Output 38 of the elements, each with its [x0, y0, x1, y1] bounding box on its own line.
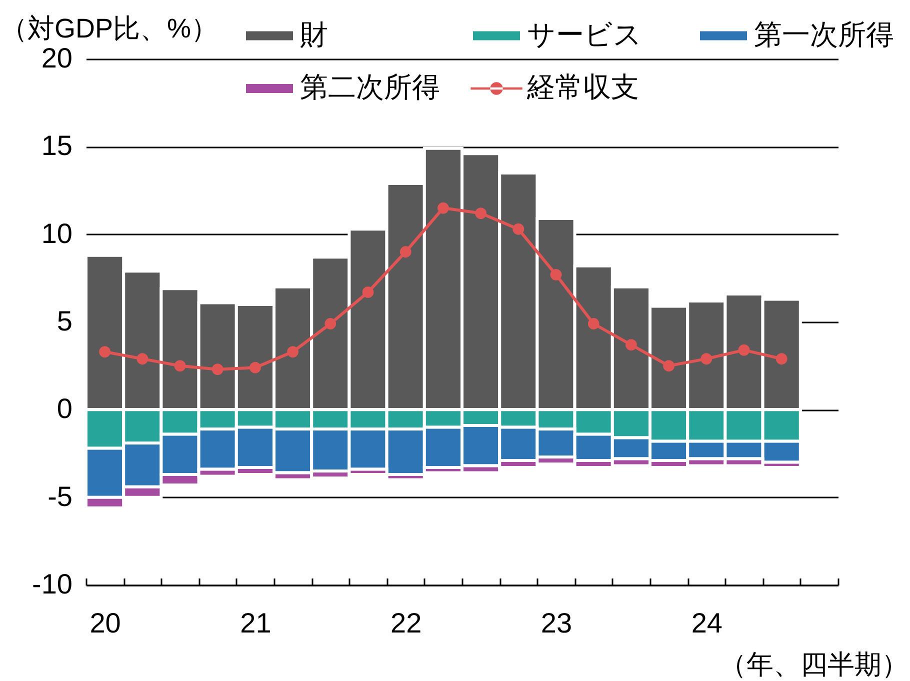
y-axis-title: （対GDP比、%）: [0, 14, 218, 44]
legend-label: 第一次所得: [754, 18, 894, 50]
point: [663, 360, 674, 372]
point: [99, 346, 110, 358]
point: [700, 353, 712, 365]
y-tick-label: 20: [41, 42, 72, 74]
point: [738, 344, 750, 356]
y-tick-label: 0: [56, 393, 72, 424]
point: [362, 286, 374, 298]
y-tick-label: -5: [48, 480, 72, 512]
point: [212, 364, 224, 376]
legend-label: 経常収支: [526, 72, 639, 102]
point: [250, 362, 261, 374]
x-tick-label: 23: [540, 608, 572, 638]
x-tick-label: 20: [90, 608, 121, 638]
x-tick-label: 24: [691, 608, 722, 638]
point: [287, 346, 298, 358]
y-tick-label: 15: [41, 130, 72, 162]
legend-label: サービス: [527, 18, 642, 50]
legend-label: 第二次所得: [300, 72, 440, 102]
x-axis-title: （年、四半期）: [720, 650, 908, 680]
y-tick-label: 5: [56, 306, 72, 336]
point: [400, 246, 412, 258]
y-tick-label: -10: [32, 568, 72, 600]
point: [550, 268, 562, 280]
x-tick-label: 21: [240, 608, 272, 638]
x-tick-label: 22: [390, 608, 422, 638]
point: [588, 318, 600, 330]
point: [324, 318, 336, 330]
legend-label: 財: [300, 18, 328, 50]
y-tick-label: 10: [41, 218, 72, 249]
point: [776, 353, 788, 365]
point: [475, 208, 486, 219]
point: [626, 339, 637, 350]
point: [438, 202, 449, 214]
point: [136, 353, 148, 365]
point: [512, 223, 524, 235]
point: [174, 360, 186, 372]
